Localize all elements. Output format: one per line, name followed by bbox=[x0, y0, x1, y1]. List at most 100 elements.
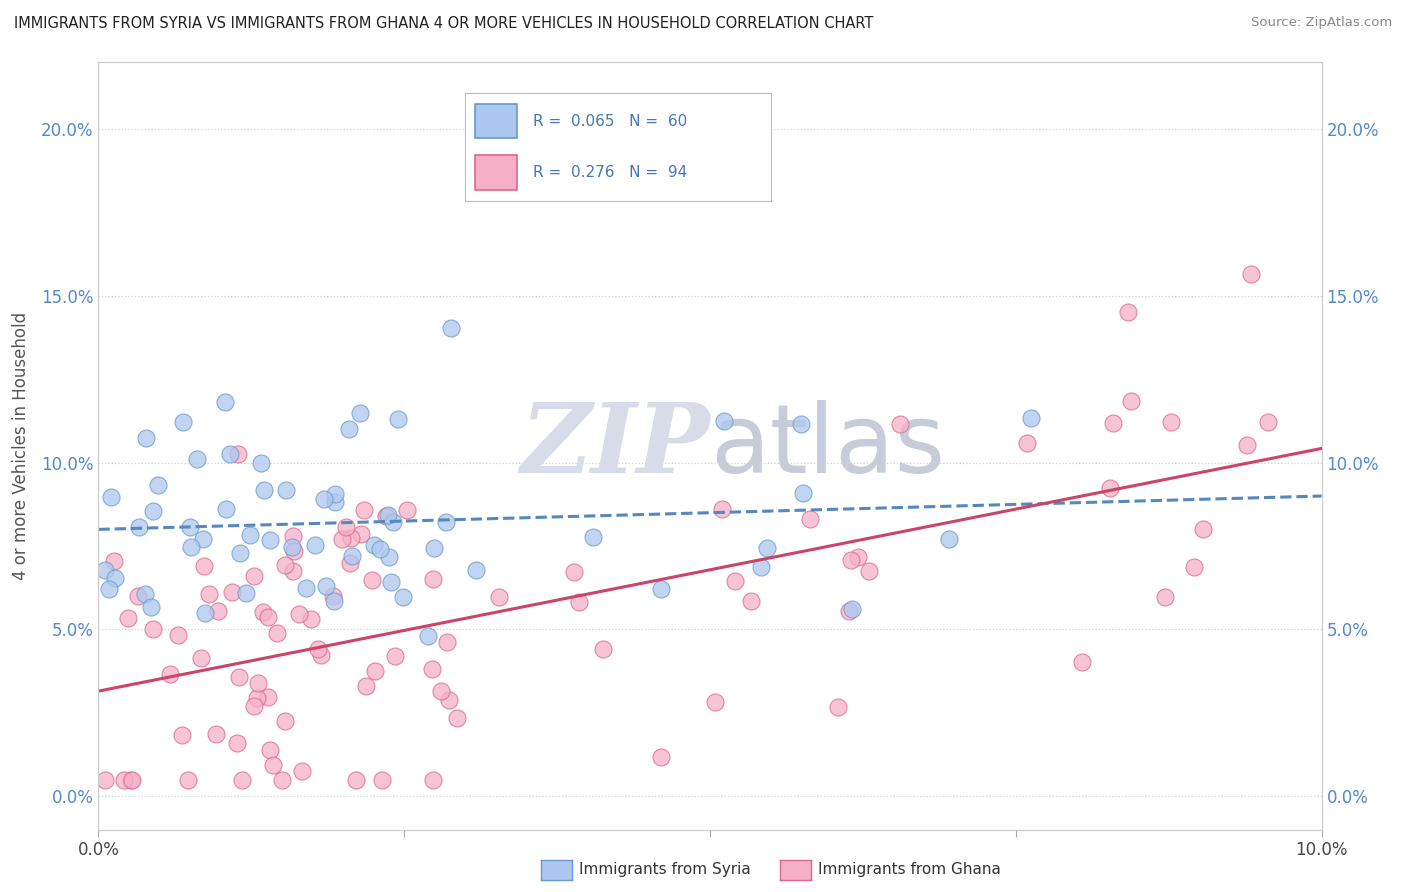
Point bbox=[193, 559, 215, 574]
Point bbox=[1121, 394, 1143, 409]
Point bbox=[139, 600, 162, 615]
Point bbox=[371, 772, 394, 787]
Point bbox=[259, 533, 281, 548]
Point bbox=[314, 491, 336, 506]
Text: Source: ZipAtlas.com: Source: ZipAtlas.com bbox=[1251, 16, 1392, 29]
Point bbox=[323, 487, 346, 501]
Point bbox=[436, 634, 458, 648]
Point bbox=[112, 772, 135, 787]
Point bbox=[103, 571, 125, 585]
Point bbox=[440, 321, 463, 335]
Point bbox=[858, 564, 880, 578]
Point bbox=[304, 538, 326, 552]
Point bbox=[322, 594, 344, 608]
Point bbox=[103, 554, 125, 568]
Point bbox=[215, 502, 238, 516]
Point bbox=[592, 641, 614, 656]
Point bbox=[283, 544, 305, 558]
Point bbox=[1101, 416, 1123, 430]
Point bbox=[349, 526, 371, 541]
Point bbox=[488, 590, 510, 604]
Point bbox=[229, 546, 252, 560]
Point bbox=[380, 574, 402, 589]
Point bbox=[363, 538, 385, 552]
Point bbox=[1257, 415, 1279, 429]
Point bbox=[354, 680, 377, 694]
Point bbox=[226, 447, 249, 461]
Point bbox=[221, 585, 243, 599]
Point bbox=[262, 758, 284, 772]
Point bbox=[247, 676, 270, 690]
Point bbox=[827, 699, 849, 714]
Point bbox=[582, 530, 605, 544]
Text: Immigrants from Syria: Immigrants from Syria bbox=[579, 863, 751, 877]
Point bbox=[384, 649, 406, 664]
Point bbox=[179, 519, 201, 533]
Point bbox=[423, 541, 446, 555]
Point bbox=[337, 422, 360, 436]
Point bbox=[387, 412, 409, 426]
Point bbox=[299, 612, 322, 626]
Point bbox=[382, 516, 405, 530]
Point bbox=[219, 446, 242, 460]
Point bbox=[1098, 481, 1121, 495]
Point bbox=[127, 589, 149, 603]
Point bbox=[838, 604, 860, 618]
Point bbox=[146, 478, 169, 492]
Point bbox=[231, 772, 253, 787]
Point bbox=[252, 605, 274, 619]
Point bbox=[792, 486, 814, 500]
Point bbox=[242, 569, 264, 583]
Point bbox=[1116, 305, 1139, 319]
Point bbox=[377, 508, 399, 523]
Point bbox=[167, 628, 190, 642]
Point bbox=[429, 684, 451, 698]
Point bbox=[1240, 267, 1263, 281]
Point bbox=[1192, 522, 1215, 536]
Point bbox=[283, 529, 305, 543]
Point bbox=[142, 504, 165, 518]
Point bbox=[361, 573, 384, 587]
Point bbox=[205, 727, 228, 741]
Point bbox=[465, 563, 488, 577]
Point bbox=[121, 772, 143, 787]
Point bbox=[364, 665, 387, 679]
Point bbox=[170, 728, 193, 742]
Point bbox=[439, 693, 461, 707]
Point bbox=[1021, 411, 1043, 425]
Point bbox=[94, 772, 117, 787]
Point bbox=[225, 736, 247, 750]
Point bbox=[270, 772, 292, 787]
Point bbox=[288, 607, 311, 621]
Point bbox=[280, 540, 302, 554]
Point bbox=[378, 550, 401, 565]
Point bbox=[568, 594, 591, 608]
Point bbox=[322, 590, 344, 604]
Point bbox=[259, 742, 281, 756]
Point bbox=[1236, 438, 1258, 452]
Point bbox=[276, 483, 298, 497]
Point bbox=[120, 772, 142, 787]
Point bbox=[938, 532, 960, 546]
Point bbox=[228, 670, 250, 684]
Point bbox=[142, 623, 165, 637]
Point bbox=[799, 512, 821, 526]
Point bbox=[790, 417, 813, 431]
Point bbox=[375, 509, 398, 524]
Point bbox=[249, 456, 271, 470]
Point bbox=[650, 582, 672, 596]
Point bbox=[1015, 436, 1038, 450]
Point bbox=[207, 603, 229, 617]
Point bbox=[889, 417, 911, 432]
Text: ZIP: ZIP bbox=[520, 399, 710, 493]
Y-axis label: 4 or more Vehicles in Household: 4 or more Vehicles in Household bbox=[11, 312, 30, 580]
Point bbox=[309, 648, 332, 662]
Point bbox=[235, 586, 257, 600]
Point bbox=[1154, 590, 1177, 604]
Point bbox=[294, 581, 316, 595]
Point bbox=[395, 502, 418, 516]
Point bbox=[344, 772, 367, 787]
Point bbox=[416, 628, 439, 642]
Point bbox=[420, 662, 443, 676]
Point bbox=[349, 406, 371, 420]
